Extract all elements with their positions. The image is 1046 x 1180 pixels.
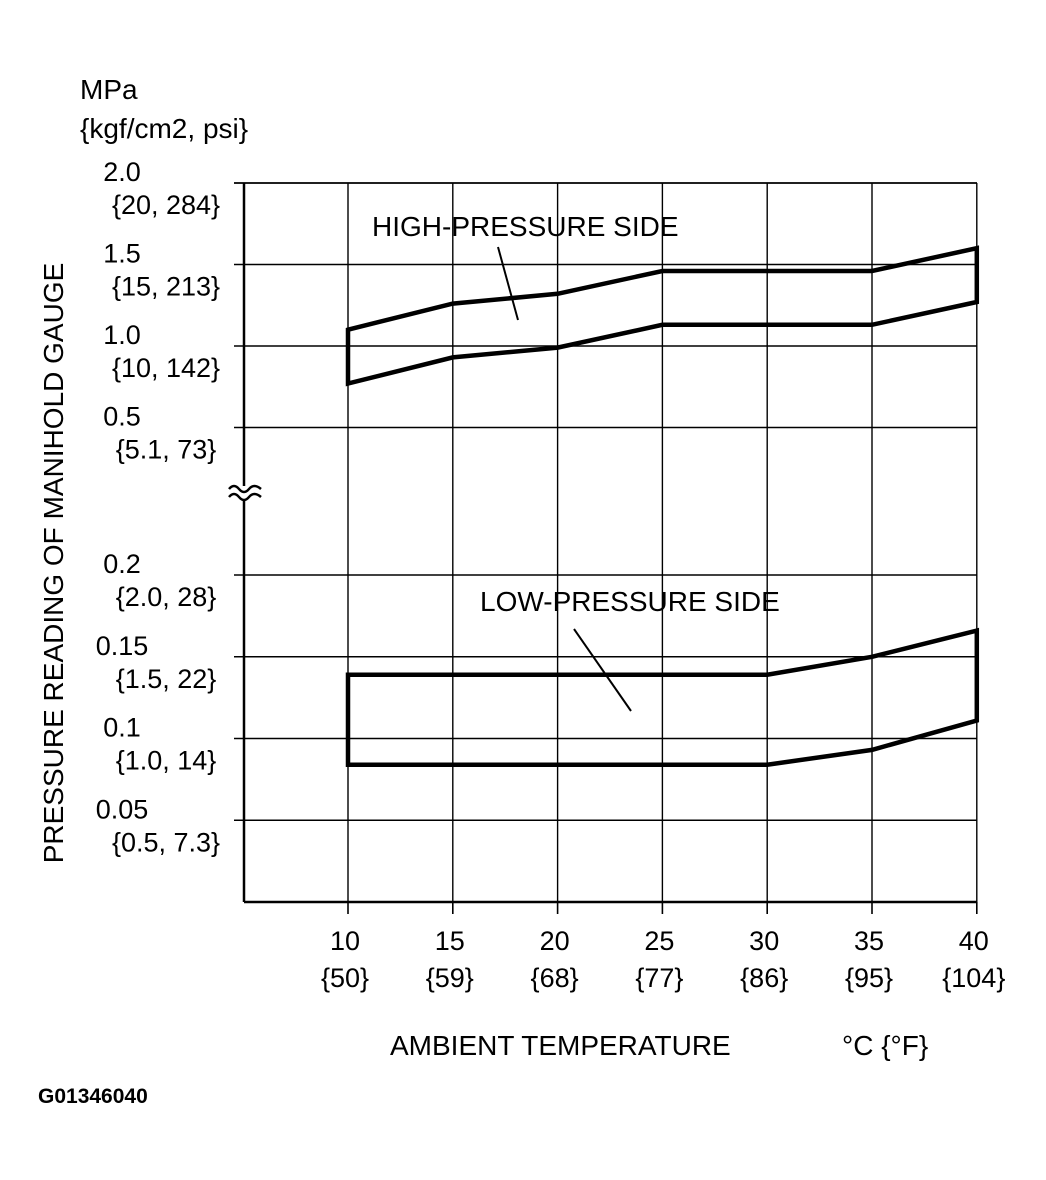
x-tick-label-alt: {68} (531, 963, 579, 993)
y-tick-label-alt: {1.5, 22} (116, 664, 217, 694)
y-tick-label-alt: {2.0, 28} (116, 582, 217, 612)
leader-line-low (573, 628, 632, 712)
x-axis-title: AMBIENT TEMPERATURE (390, 1030, 731, 1061)
x-tick-label: 35 (854, 926, 884, 956)
y-tick-label: 0.2 (103, 549, 141, 579)
x-tick-label: 30 (749, 926, 779, 956)
y-unit-alt: {kgf/cm2, psi} (80, 113, 248, 144)
y-axis-title: PRESSURE READING OF MANIHOLD GAUGE (38, 263, 69, 864)
y-tick-label-alt: {0.5, 7.3} (112, 827, 220, 857)
x-tick-label: 10 (330, 926, 360, 956)
y-tick-label-alt: {15, 213} (112, 272, 220, 302)
x-tick-label-alt: {77} (635, 963, 683, 993)
plot-frame (234, 182, 978, 914)
x-tick-label-alt: {59} (426, 963, 474, 993)
x-tick-label: 40 (959, 926, 989, 956)
y-tick-label: 1.5 (103, 239, 141, 269)
x-tick-label-alt: {104} (942, 963, 1005, 993)
x-tick-label: 25 (644, 926, 674, 956)
y-tick-label-alt: {20, 284} (112, 190, 220, 220)
figure-code: G01346040 (38, 1085, 148, 1108)
series-band-high (345, 245, 980, 387)
y-tick-labels: 2.0{20, 284}1.5{15, 213}1.0{10, 142}0.5{… (96, 157, 220, 857)
x-tick-label-alt: {86} (740, 963, 788, 993)
x-tick-label: 15 (435, 926, 465, 956)
y-tick-label: 0.5 (103, 402, 141, 432)
axis-break-marker (228, 484, 262, 502)
y-tick-label-alt: {10, 142} (112, 353, 220, 383)
y-tick-label: 0.1 (103, 713, 141, 743)
x-tick-label-alt: {95} (845, 963, 893, 993)
y-tick-label: 2.0 (103, 157, 141, 187)
y-tick-label: 0.15 (96, 631, 149, 661)
y-unit-mpa: MPa (80, 74, 138, 105)
x-tick-label: 20 (540, 926, 570, 956)
y-tick-label-alt: {1.0, 14} (116, 746, 217, 776)
leader-line-high (497, 246, 519, 321)
series-label-low: LOW-PRESSURE SIDE (480, 586, 780, 617)
y-tick-label-alt: {5.1, 73} (116, 435, 217, 465)
series-band-low (345, 627, 980, 767)
x-tick-labels: 10 {50} 15 {59} 20 {68} 25 {77} 30 {86} 35 {95} 40 {1… (321, 926, 1005, 993)
x-tick-label-alt: {50} (321, 963, 369, 993)
series-group (345, 245, 980, 767)
x-axis-unit: °C {°F} (842, 1030, 928, 1061)
y-tick-label: 0.05 (96, 794, 149, 824)
y-tick-label: 1.0 (103, 320, 141, 350)
series-label-high: HIGH-PRESSURE SIDE (372, 211, 679, 242)
